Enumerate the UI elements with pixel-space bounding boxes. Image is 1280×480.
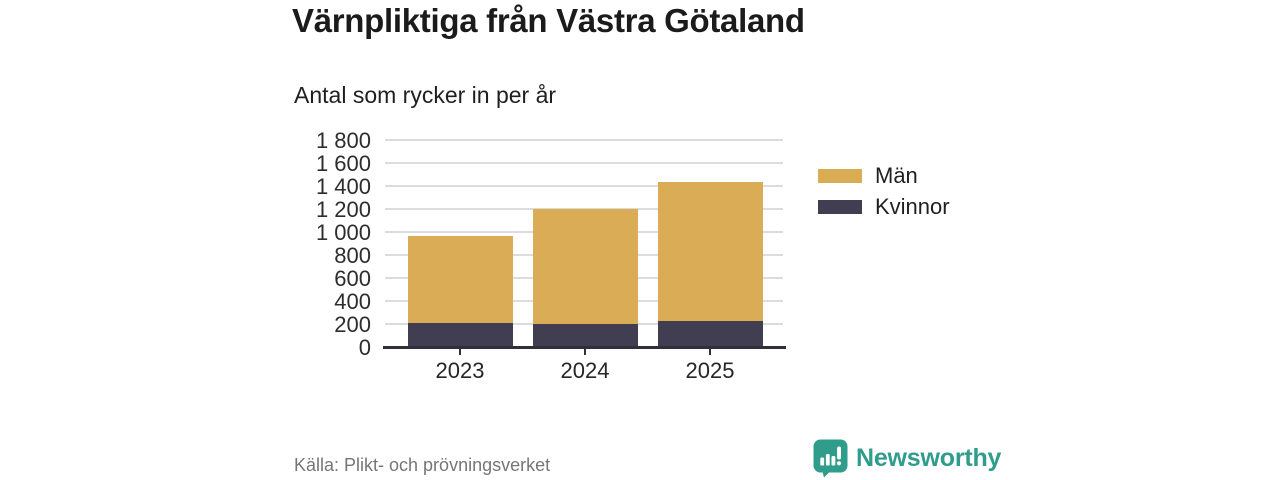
legend-swatch-man [818, 168, 862, 183]
y-tick-label: 1 800 [315, 128, 371, 153]
legend-item-kvinnor: Kvinnor [818, 191, 950, 222]
x-axis-line [383, 346, 786, 349]
x-axis: 2023 2024 2025 [385, 349, 783, 389]
bar-2024-kvinnor [532, 323, 638, 348]
y-tick-label: 200 [334, 312, 371, 337]
x-tick-mark [459, 349, 461, 355]
x-tick-mark [709, 349, 711, 355]
bar-2025-kvinnor [657, 320, 763, 348]
x-tick-mark [584, 349, 586, 355]
x-tick-label: 2025 [685, 358, 735, 383]
newsworthy-wordmark: Newsworthy [856, 443, 1002, 472]
y-tick-label: 0 [358, 335, 371, 360]
plot-area [385, 139, 783, 348]
y-tick-label: 1 200 [315, 197, 371, 222]
legend-label: Kvinnor [875, 193, 950, 219]
bar-2023-kvinnor [407, 323, 513, 348]
y-tick-label: 1 400 [315, 174, 371, 199]
chart-title: Värnpliktiga från Västra Götaland [292, 2, 805, 39]
chart-subtitle: Antal som rycker in per år [294, 82, 557, 108]
y-tick-label: 1 000 [315, 220, 371, 245]
y-tick-label: 600 [334, 266, 371, 291]
legend: Män Kvinnor [818, 160, 950, 222]
bar-2023-man [407, 235, 513, 324]
gridline [385, 162, 783, 164]
gridline [385, 208, 783, 210]
legend-swatch-kvinnor [818, 199, 862, 214]
x-tick-label: 2024 [560, 358, 610, 383]
bar-2025-man [657, 182, 763, 321]
newsworthy-logo: Newsworthy [812, 438, 1001, 478]
gridline [385, 185, 783, 187]
y-tick-label: 800 [334, 243, 371, 268]
y-tick-label: 1 600 [315, 151, 371, 176]
bar-chart-speech-bubble-icon [813, 439, 848, 478]
gridline [385, 139, 783, 141]
y-tick-label: 400 [334, 289, 371, 314]
bar-2024-man [532, 209, 638, 324]
source-note: Källa: Plikt- och prövningsverket [294, 455, 551, 475]
y-axis: 0 200 400 600 800 1 000 1 200 1 400 1 600 1 800 [255, 129, 371, 360]
x-tick-label: 2023 [435, 358, 485, 383]
legend-item-man: Män [818, 160, 950, 191]
legend-label: Män [875, 162, 918, 188]
